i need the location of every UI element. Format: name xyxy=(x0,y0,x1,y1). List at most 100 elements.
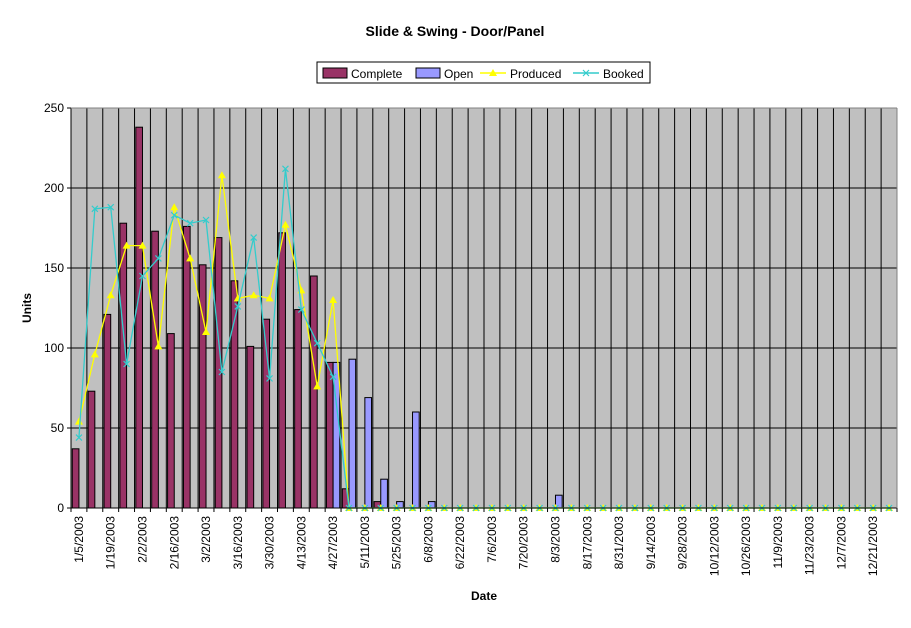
y-tick-label: 150 xyxy=(44,261,64,275)
bar-complete xyxy=(294,309,302,509)
point-booked xyxy=(91,205,99,213)
x-tick-label: 2/2/2003 xyxy=(135,516,149,563)
point-produced xyxy=(217,171,226,179)
x-tick-label: 11/23/2003 xyxy=(803,516,817,575)
y-tick-labels: 0 50 100 150 200 250 xyxy=(44,101,64,515)
x-tick-label: 11/9/2003 xyxy=(771,516,785,569)
chart-title: Slide & Swing - Door/Panel xyxy=(366,23,545,39)
axes xyxy=(67,107,898,512)
x-tick-label: 7/6/2003 xyxy=(485,516,499,563)
y-tick-label: 100 xyxy=(44,341,64,355)
x-tick-label: 12/21/2003 xyxy=(866,516,880,576)
bar-complete xyxy=(135,126,143,509)
point-produced xyxy=(202,328,211,335)
x-tick-label: 10/26/2003 xyxy=(739,516,753,576)
bar-complete xyxy=(87,390,96,509)
x-tick-label: 6/8/2003 xyxy=(421,516,435,563)
point-booked xyxy=(202,216,210,224)
y-axis-title: Units xyxy=(20,293,34,323)
bar-open xyxy=(412,411,420,509)
bar-complete xyxy=(246,345,255,509)
legend-swatch-complete xyxy=(322,67,348,79)
point-booked xyxy=(139,272,146,280)
point-produced xyxy=(154,342,163,350)
x-tick-labels: 1/5/2003 1/19/2003 2/2/2003 2/16/2003 3/2/20… xyxy=(72,516,880,576)
x-tick-label: 8/3/2003 xyxy=(548,516,562,563)
legend-marker-booked xyxy=(582,69,590,77)
point-booked xyxy=(75,434,83,442)
x-tick-label: 3/2/2003 xyxy=(199,516,213,563)
point-produced xyxy=(122,241,131,249)
y-tick-label: 200 xyxy=(44,181,64,195)
legend-marker-produced xyxy=(489,69,497,76)
gridlines xyxy=(71,107,897,508)
point-booked xyxy=(313,339,321,347)
y-tick-label: 50 xyxy=(51,421,65,435)
x-tick-label: 7/20/2003 xyxy=(517,516,531,570)
legend: Complete Open Produced Booked xyxy=(316,61,651,84)
point-booked xyxy=(250,234,258,242)
point-booked xyxy=(297,306,305,314)
point-produced xyxy=(106,291,115,299)
x-tick-label: 9/14/2003 xyxy=(644,516,658,570)
point-booked xyxy=(123,360,131,368)
x-tick-label: 6/22/2003 xyxy=(453,516,467,570)
legend-label-booked: Booked xyxy=(603,67,644,81)
x-tick-label: 3/16/2003 xyxy=(231,516,245,570)
point-booked xyxy=(186,219,194,227)
point-booked xyxy=(154,254,162,262)
point-produced xyxy=(249,291,258,299)
point-produced xyxy=(90,350,99,358)
y-tick-label: 0 xyxy=(57,501,64,515)
bar-complete xyxy=(310,275,318,509)
point-booked xyxy=(107,203,115,211)
point-produced xyxy=(186,254,195,262)
point-booked xyxy=(218,368,226,376)
bar-complete xyxy=(278,232,286,509)
legend-label-open: Open xyxy=(444,67,473,81)
bar-open xyxy=(380,478,388,509)
point-booked xyxy=(170,211,178,219)
x-tick-label: 8/17/2003 xyxy=(580,516,594,570)
x-tick-label: 9/28/2003 xyxy=(676,516,690,570)
point-produced xyxy=(265,294,274,302)
point-booked xyxy=(234,302,242,310)
x-tick-label: 3/30/2003 xyxy=(263,516,277,570)
x-tick-label: 8/31/2003 xyxy=(612,516,626,570)
x-tick-label: 5/11/2003 xyxy=(358,516,372,569)
point-produced xyxy=(329,296,338,303)
legend-label-complete: Complete xyxy=(351,67,403,81)
bar-complete xyxy=(71,448,80,509)
point-produced xyxy=(313,382,322,390)
bar-complete xyxy=(151,230,159,509)
x-tick-label: 4/13/2003 xyxy=(294,516,308,570)
x-tick-label: 5/25/2003 xyxy=(390,516,404,570)
point-produced xyxy=(281,220,290,228)
point-produced xyxy=(138,241,147,249)
bar-open xyxy=(348,358,357,509)
bar-complete xyxy=(198,264,207,509)
x-axis-title: Date xyxy=(471,589,497,603)
bar-open xyxy=(364,397,373,509)
y-tick-label: 250 xyxy=(44,101,64,115)
bar-series xyxy=(71,126,563,509)
bar-complete xyxy=(230,280,239,509)
legend-label-produced: Produced xyxy=(510,67,561,81)
x-tick-label: 10/12/2003 xyxy=(707,516,721,576)
point-booked xyxy=(329,373,337,381)
point-produced xyxy=(170,203,179,211)
x-tick-label: 1/5/2003 xyxy=(72,516,86,563)
bar-complete xyxy=(103,313,112,509)
bar-complete xyxy=(325,361,334,509)
point-booked xyxy=(266,374,273,382)
x-tick-label: 12/7/2003 xyxy=(834,516,848,570)
point-booked xyxy=(282,165,289,173)
legend-swatch-open xyxy=(415,67,441,79)
x-tick-label: 2/16/2003 xyxy=(167,516,181,570)
bar-complete xyxy=(182,225,191,509)
bar-complete xyxy=(167,333,175,509)
point-produced xyxy=(74,417,83,425)
x-tick-label: 1/19/2003 xyxy=(104,516,118,570)
